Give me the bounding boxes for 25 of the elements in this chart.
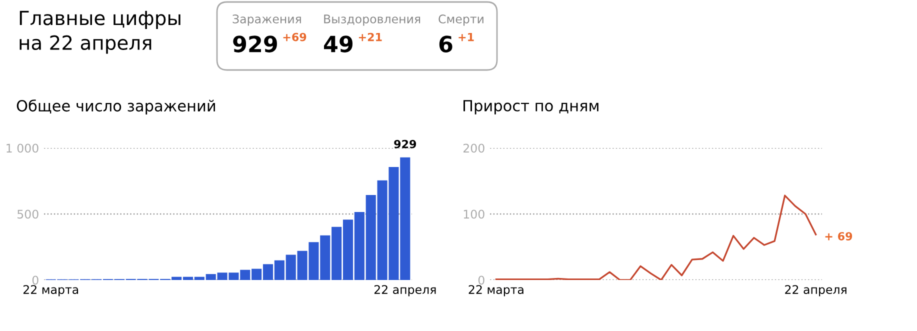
text: 929	[233, 36, 277, 52]
chart-title: Общее число заражений	[16, 99, 215, 115]
x-tick-label: 22 марта	[23, 285, 78, 296]
chart-title: Прирост по дням	[464, 100, 598, 114]
text: 49	[324, 36, 353, 52]
text: +21	[358, 32, 382, 42]
text: 6	[439, 36, 452, 52]
x-tick-label: 22 апреля	[374, 285, 436, 296]
line-series	[495, 194, 817, 280]
text: +69	[283, 32, 306, 42]
y-tick-label: 500	[18, 210, 38, 219]
y-tick-label: 0	[32, 276, 38, 285]
text: Главные цифры на 22 апреля	[20, 10, 180, 54]
y-tick-label: 0	[478, 276, 484, 285]
text: Смерти	[438, 14, 484, 26]
text: Заражения	[232, 14, 301, 26]
y-tick-label: 200	[463, 144, 484, 153]
x-tick-label: 22 марта	[468, 285, 524, 296]
data-label: + 69	[825, 232, 852, 240]
y-tick-label: 1 000	[6, 144, 38, 153]
text: Выздоровления	[324, 14, 420, 26]
y-tick-label: 100	[464, 210, 484, 219]
x-tick-label: 22 апреля	[785, 285, 846, 296]
text: +1	[458, 32, 474, 42]
data-label: 929	[394, 140, 416, 148]
